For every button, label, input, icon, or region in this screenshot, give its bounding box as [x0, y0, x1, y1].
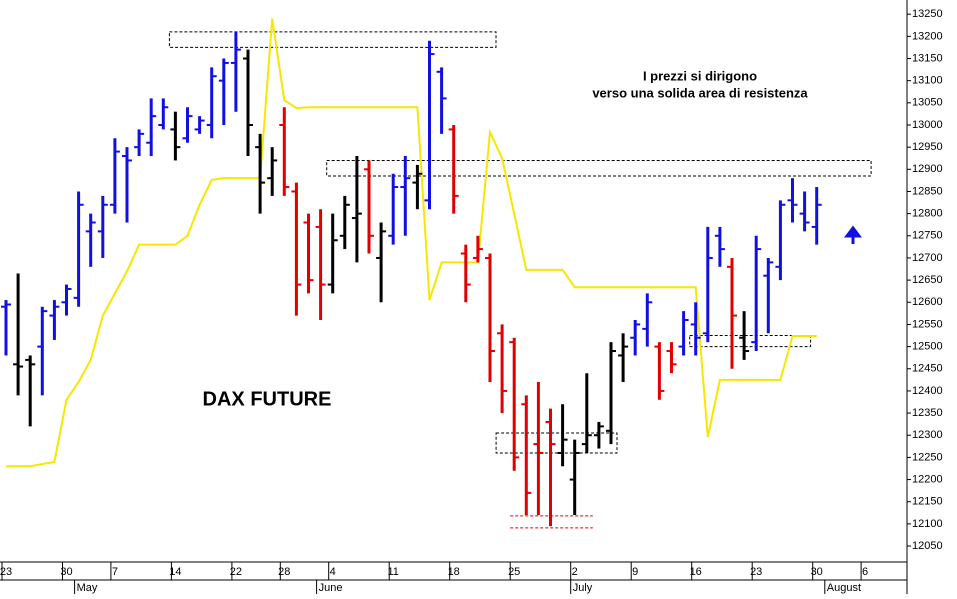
x-tick-label: 14: [169, 566, 181, 578]
y-tick-label: 12850: [912, 185, 943, 197]
y-tick-label: 12700: [912, 252, 943, 264]
x-tick-label: 28: [278, 566, 290, 578]
y-tick-label: 12150: [912, 496, 943, 508]
y-tick-label: 12800: [912, 208, 943, 220]
y-tick-label: 13150: [912, 52, 943, 64]
x-tick-label: 22: [230, 566, 242, 578]
x-tick-label: 11: [387, 566, 398, 578]
y-tick-label: 12400: [912, 385, 943, 397]
x-tick-label: 30: [811, 566, 823, 578]
y-tick-label: 13050: [912, 97, 943, 109]
y-tick-label: 12900: [912, 163, 943, 175]
month-label: July: [573, 582, 593, 594]
x-tick-label: 30: [60, 566, 72, 578]
month-label: May: [77, 582, 98, 594]
x-tick-label: 2: [572, 566, 578, 578]
y-tick-label: 12600: [912, 296, 943, 308]
y-tick-label: 13250: [912, 8, 943, 20]
chart-title: DAX FUTURE: [203, 388, 332, 410]
y-tick-label: 12650: [912, 274, 943, 286]
x-tick-label: 18: [448, 566, 460, 578]
y-tick-label: 12300: [912, 429, 943, 441]
indicator-line: [6, 18, 817, 468]
x-tick-label: 7: [112, 566, 118, 578]
y-tick-label: 12450: [912, 363, 943, 375]
x-tick-label: 9: [632, 566, 638, 578]
y-tick-label: 12250: [912, 451, 943, 463]
y-tick-label: 12350: [912, 407, 943, 419]
y-tick-label: 12050: [912, 540, 943, 552]
resistance-zone: [495, 432, 618, 454]
month-label: June: [319, 582, 343, 594]
y-tick-label: 12550: [912, 318, 943, 330]
annotation: verso una solida area di resistenza: [592, 85, 808, 100]
x-tick-label: 16: [690, 566, 702, 578]
month-label: August: [827, 582, 861, 594]
y-tick-label: 12500: [912, 341, 943, 353]
y-tick-label: 12750: [912, 230, 943, 242]
x-tick-label: 25: [508, 566, 520, 578]
x-tick-label: 6: [862, 566, 868, 578]
resistance-zone: [689, 335, 812, 348]
y-tick-label: 13100: [912, 75, 943, 87]
up-arrow: [844, 225, 862, 244]
y-tick-label: 13000: [912, 119, 943, 131]
y-tick-label: 12100: [912, 518, 943, 530]
y-tick-label: 12950: [912, 141, 943, 153]
y-tick-label: 13200: [912, 30, 943, 42]
x-tick-label: 23: [750, 566, 762, 578]
x-tick-label: 4: [330, 566, 336, 578]
annotation: I prezzi si dirigono: [643, 68, 757, 83]
x-tick-label: 23: [0, 566, 12, 578]
resistance-zone: [168, 31, 497, 48]
y-tick-label: 12200: [912, 473, 943, 485]
resistance-zone: [326, 159, 872, 177]
